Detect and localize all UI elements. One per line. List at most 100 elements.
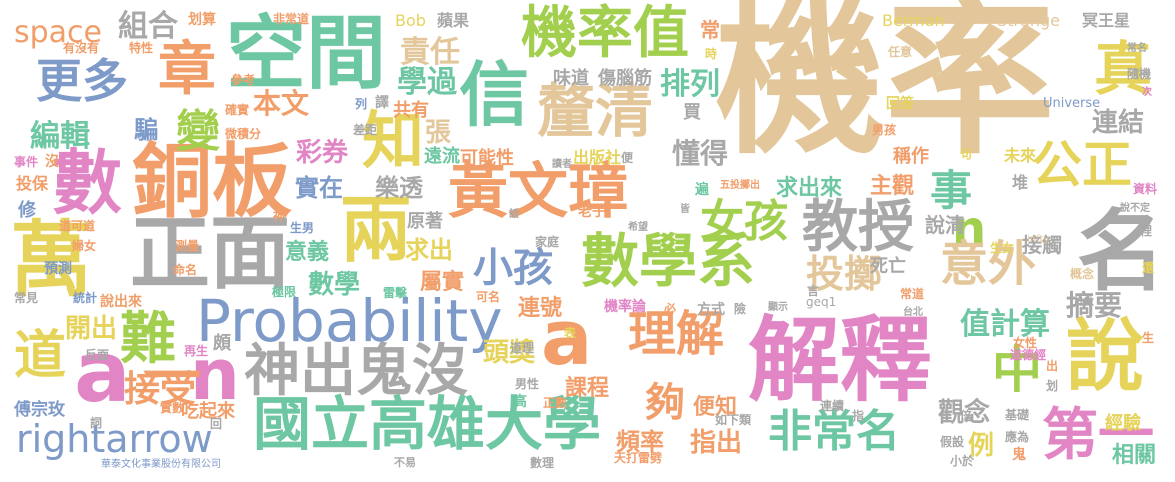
- word-dongde: 懂得: [672, 137, 729, 170]
- word-chuanzongmei: 傅宗玫: [14, 400, 65, 420]
- word-daokedao: 道可道: [59, 219, 96, 233]
- word-liang: 兩: [340, 188, 413, 272]
- word-shijian: 事件: [14, 155, 39, 169]
- word-zhong: 中: [992, 341, 1042, 399]
- word-bian2: 遍: [695, 182, 709, 198]
- word-jilvlun: 機率論: [604, 299, 646, 315]
- word-liqing: 釐清: [537, 77, 654, 145]
- word-qiuchu: 求出: [405, 236, 453, 264]
- word-po: 頗: [213, 333, 231, 354]
- word-xiu: 修: [18, 200, 36, 221]
- word-kongjian: 空間: [226, 7, 386, 100]
- word-laozi: 老子: [578, 204, 606, 220]
- word-bi: 必: [664, 302, 677, 316]
- word-huatai: 華泰文化事業股份有限公司: [101, 459, 221, 470]
- word-shuochulai: 說出來: [100, 294, 142, 310]
- word-biao: 表: [564, 326, 577, 340]
- word-caiquan: 彩券: [296, 138, 349, 168]
- word-feichangming: 非常名: [768, 406, 900, 457]
- word-chang: 常: [700, 18, 720, 42]
- word-daodejing: 道德經: [1010, 348, 1047, 362]
- word-zhengmian: 正面: [130, 207, 290, 300]
- word-rightarrow: rightarrow: [16, 417, 213, 461]
- word-lianjie: 連結: [1092, 108, 1145, 138]
- word-ming: 名: [1077, 200, 1166, 303]
- word-shu: 數: [52, 142, 122, 224]
- word-changjian: 常見: [14, 291, 39, 305]
- word-chiqilai: 吃起來: [181, 401, 235, 422]
- word-a1: a: [541, 293, 593, 382]
- word-ruxialei: 如下類: [715, 413, 752, 427]
- word-changming: 常名: [1127, 43, 1147, 54]
- word-renyi: 任意: [888, 45, 913, 59]
- word-yuanzhu: 原著: [407, 211, 443, 232]
- word-shuli: 數理: [530, 456, 555, 470]
- word-xiwang: 希望: [628, 222, 648, 233]
- word-ci: 詞: [90, 416, 103, 430]
- word-zhang: 章: [158, 35, 217, 103]
- word-weidao: 味道: [553, 68, 589, 89]
- word-zhang2: 張: [425, 118, 452, 148]
- word-kecheng: 課程: [565, 376, 610, 401]
- word-tongji: 統計: [73, 291, 98, 305]
- word-pailie: 排列: [660, 67, 720, 102]
- word-jiashe: 假設: [940, 435, 965, 449]
- word-xueguo: 學過: [397, 65, 457, 100]
- word-zhichu: 指出: [690, 428, 743, 458]
- word-guannian: 觀念: [938, 398, 991, 428]
- word-shengnan: 生男: [290, 221, 315, 235]
- word-shuo: 說: [1066, 312, 1145, 402]
- word-toubao: 投保: [16, 174, 49, 193]
- word-jishu: 計數: [1074, 297, 1094, 308]
- word-weijifen: 微積分: [225, 127, 262, 141]
- word-nuxing: 女性: [1013, 336, 1038, 350]
- word-keneng: 可能性: [460, 148, 514, 169]
- word-yingwei: 應為: [1005, 430, 1030, 444]
- word-benwen: 本文: [253, 87, 310, 120]
- word-bianji: 編輯: [30, 119, 90, 154]
- word-fangshi: 方式: [697, 302, 725, 318]
- word-shishu: 實數: [160, 401, 185, 415]
- word-texing: 特性: [129, 41, 154, 55]
- word-hua2: 划: [1046, 379, 1059, 393]
- word-zuhe: 組合: [118, 9, 178, 44]
- word-huangwenzhang: 黃文璋: [448, 157, 628, 227]
- word-xian: 險: [734, 302, 747, 316]
- word-zhen: 真: [1094, 35, 1153, 103]
- word-zhaiyao: 摘要: [1066, 289, 1123, 322]
- word-nanhai: 男孩: [872, 123, 897, 137]
- word-shenchuguimei: 神出鬼沒: [244, 339, 468, 404]
- word-pian: 騙: [134, 116, 158, 144]
- word-bianzhi: 便知: [693, 395, 738, 420]
- word-wutouzhi: 五投擲出: [720, 180, 760, 191]
- word-taibei: 台北: [903, 307, 923, 318]
- word-huasuan: 划算: [188, 12, 216, 28]
- word-mai: 買: [683, 102, 701, 123]
- word-gao: 高: [513, 394, 527, 410]
- word-shen: 神: [273, 209, 286, 223]
- word-bian: 變: [176, 106, 220, 157]
- word-touzhi: 投擲: [806, 252, 883, 296]
- word-shi2: 時: [705, 47, 718, 61]
- word-shuobuding: 說不定: [1120, 203, 1150, 214]
- word-lianhao: 連號: [518, 296, 563, 321]
- word-bob: Bob: [395, 11, 426, 30]
- word-youmeiyou: 有沒有: [63, 41, 100, 55]
- word-jieshou: 接受: [124, 369, 197, 410]
- word-jilv: 機率: [715, 0, 1056, 178]
- word-shangnao: 傷腦筋: [598, 68, 652, 89]
- word-lijie: 理解: [628, 306, 725, 362]
- word-toujiang: 頭獎: [483, 338, 536, 368]
- word-gongzheng: 公正: [1032, 136, 1132, 194]
- word-jieshi: 解釋: [748, 307, 933, 414]
- word-berman: Berman: [882, 11, 945, 30]
- word-zhi2: 指: [852, 409, 865, 423]
- word-shuoqing: 說清: [925, 213, 965, 237]
- word-gui: 鬼: [1012, 447, 1026, 463]
- word-suiji: 隨機: [1127, 67, 1152, 81]
- word-xiaohai: 小孩: [473, 245, 553, 291]
- word-chengzuo: 稱作: [893, 146, 929, 167]
- word-yuanliu: 遠流: [424, 146, 460, 167]
- word-leiji: 雷擊: [383, 286, 408, 300]
